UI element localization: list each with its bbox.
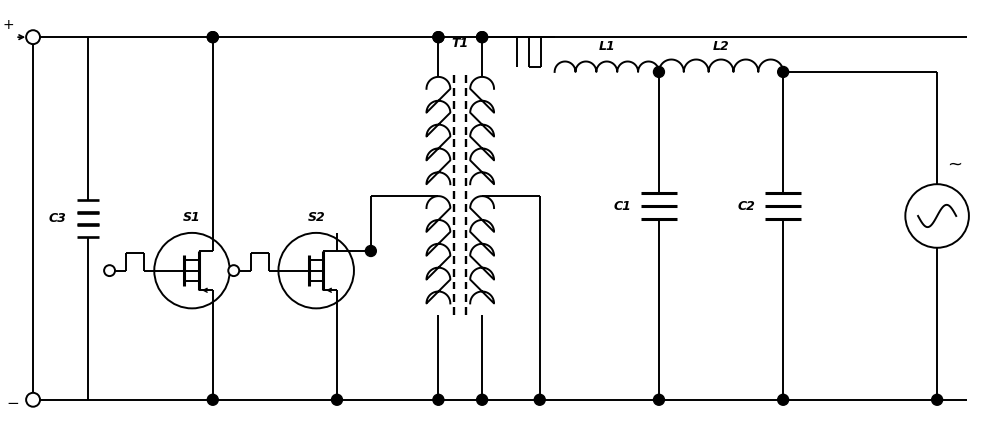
Circle shape (433, 32, 444, 43)
Text: C1: C1 (613, 199, 631, 213)
Circle shape (332, 394, 342, 405)
Text: T1: T1 (452, 37, 469, 50)
Circle shape (365, 245, 376, 256)
Text: L2: L2 (713, 40, 729, 53)
Circle shape (477, 32, 488, 43)
Text: S2: S2 (307, 211, 325, 224)
Circle shape (207, 394, 218, 405)
Circle shape (778, 394, 789, 405)
Circle shape (26, 393, 40, 407)
Text: S1: S1 (183, 211, 201, 224)
Circle shape (207, 32, 218, 43)
Circle shape (104, 265, 115, 276)
Circle shape (778, 66, 789, 78)
Circle shape (932, 394, 943, 405)
Text: C3: C3 (49, 212, 67, 225)
Text: C2: C2 (737, 199, 755, 213)
Text: L1: L1 (598, 40, 615, 53)
Circle shape (433, 32, 444, 43)
Circle shape (534, 394, 545, 405)
Circle shape (433, 394, 444, 405)
Circle shape (26, 30, 40, 44)
Circle shape (653, 394, 664, 405)
Circle shape (207, 32, 218, 43)
Text: −: − (7, 396, 20, 411)
Text: ~: ~ (947, 155, 963, 173)
Text: +: + (2, 18, 14, 32)
Circle shape (228, 265, 239, 276)
Circle shape (653, 66, 664, 78)
Circle shape (477, 394, 488, 405)
Circle shape (477, 32, 488, 43)
